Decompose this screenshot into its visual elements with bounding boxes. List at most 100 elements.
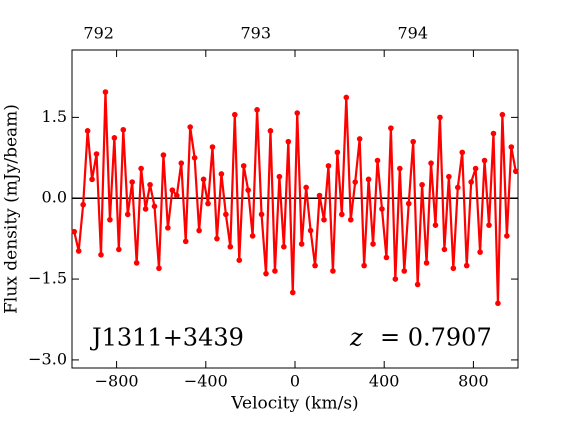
data-point <box>383 254 390 261</box>
data-point <box>249 233 256 239</box>
data-point <box>98 252 104 258</box>
data-point <box>370 241 376 247</box>
data-point <box>191 154 198 161</box>
data-point <box>454 184 461 191</box>
data-point <box>499 111 506 118</box>
data-point <box>472 165 479 172</box>
x-tick-label: −800 <box>95 372 139 391</box>
data-point <box>196 227 202 234</box>
data-point <box>240 163 247 169</box>
data-point <box>423 260 430 266</box>
data-point <box>285 138 292 145</box>
data-point <box>75 248 82 254</box>
data-point <box>231 111 238 118</box>
x-tick-label: −400 <box>184 372 228 391</box>
x2-tick-label: 793 <box>240 24 271 43</box>
data-point <box>133 260 140 266</box>
data-point <box>330 268 336 274</box>
data-point <box>428 160 434 166</box>
y-axis-label: Flux density (mJy/beam) <box>2 104 22 314</box>
data-point <box>89 176 95 183</box>
y-tick-label: 1.5 <box>42 107 67 126</box>
data-point <box>142 206 149 212</box>
data-point <box>307 227 314 234</box>
data-point <box>388 125 394 131</box>
data-point <box>124 211 131 218</box>
data-point <box>138 165 144 172</box>
data-point <box>187 124 193 130</box>
data-point <box>392 276 399 282</box>
data-point <box>245 187 251 193</box>
data-point <box>303 184 309 191</box>
redshift-value: = 0.7907 <box>380 324 492 352</box>
data-point <box>468 179 474 185</box>
data-point <box>281 243 287 250</box>
redshift-symbol: z <box>349 324 363 352</box>
data-point <box>209 144 216 150</box>
data-point <box>116 246 122 253</box>
data-point <box>254 107 260 113</box>
data-point <box>397 165 403 172</box>
data-point <box>258 211 265 218</box>
data-point <box>450 265 457 272</box>
data-point <box>486 222 492 228</box>
y-tick-label: 0.0 <box>42 188 67 207</box>
data-point <box>495 300 501 307</box>
data-point <box>80 201 86 208</box>
data-point <box>343 94 350 101</box>
x-tick-label: 0 <box>290 372 300 391</box>
data-point <box>508 144 515 150</box>
data-point <box>504 233 510 239</box>
data-point <box>165 225 171 231</box>
data-point <box>84 128 91 134</box>
data-point <box>347 216 354 223</box>
data-point <box>223 211 229 218</box>
data-point <box>169 187 176 193</box>
x-tick-label: 400 <box>369 372 400 391</box>
data-point <box>129 179 136 185</box>
data-point <box>339 211 345 218</box>
data-point <box>236 257 243 264</box>
data-point <box>312 262 318 269</box>
data-point <box>205 200 211 207</box>
data-point <box>289 289 296 296</box>
data-point <box>267 128 274 134</box>
data-point <box>361 262 367 269</box>
data-point <box>459 149 466 156</box>
data-point <box>334 149 341 156</box>
data-point <box>374 157 381 164</box>
data-point <box>316 192 323 199</box>
data-point <box>182 238 189 245</box>
data-point <box>218 171 225 177</box>
data-point <box>352 179 359 185</box>
data-point <box>102 89 109 95</box>
data-point <box>214 235 220 242</box>
x2-tick-label: 794 <box>398 24 429 43</box>
data-point <box>446 173 452 180</box>
data-point <box>151 203 158 210</box>
data-point <box>379 206 385 212</box>
data-point <box>71 228 78 235</box>
data-point <box>263 270 269 277</box>
data-point <box>200 176 207 183</box>
data-point <box>147 181 153 188</box>
x-axis-label: Velocity (km/s) <box>230 394 358 414</box>
data-point <box>111 135 118 141</box>
data-point <box>463 262 470 269</box>
data-point <box>365 176 372 183</box>
data-point <box>414 281 421 288</box>
data-point <box>410 138 416 145</box>
y-tick-label: −1.5 <box>28 269 67 288</box>
data-point <box>419 181 425 188</box>
y-tick-label: −3.0 <box>28 349 67 368</box>
data-point <box>120 126 127 133</box>
data-point <box>298 241 305 247</box>
data-point <box>432 222 439 228</box>
data-point <box>107 216 113 223</box>
data-point <box>178 160 185 166</box>
data-point <box>276 173 283 180</box>
data-point <box>325 163 332 169</box>
data-point <box>490 130 497 137</box>
data-point <box>93 151 100 157</box>
data-point <box>401 268 408 274</box>
